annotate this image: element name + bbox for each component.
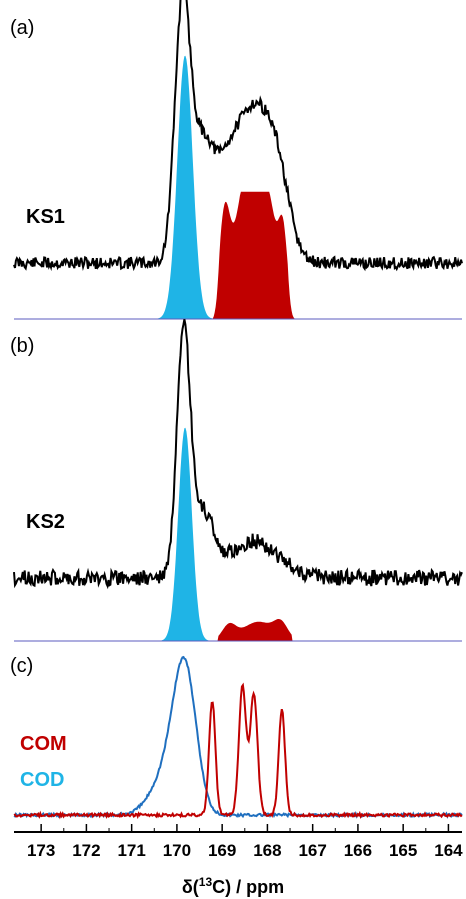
x-tick-label: 171 <box>117 841 145 860</box>
legend-cod-label: COD <box>20 769 64 791</box>
panel-a-label: (a) <box>10 17 34 39</box>
x-tick-label: 168 <box>253 841 281 860</box>
panel-a: (a) KS1 <box>10 0 463 320</box>
x-tick-label: 173 <box>27 841 55 860</box>
x-tick-label: 172 <box>72 841 100 860</box>
panel-b: (b) KS2 <box>10 319 463 642</box>
panel-a-com-fill <box>14 191 462 319</box>
panel-c: (c) COM COD <box>10 655 463 820</box>
panel-a-experimental-spectrum <box>13 0 463 272</box>
panel-b-experimental-spectrum <box>13 319 463 590</box>
x-axis-title: δ(13C) / ppm <box>182 875 284 897</box>
panel-c-label: (c) <box>10 655 33 677</box>
x-tick-label: 164 <box>434 841 463 860</box>
panel-b-cod-fill <box>14 427 462 641</box>
x-tick-label: 170 <box>163 841 191 860</box>
x-tick-label: 169 <box>208 841 236 860</box>
x-tick-label: 166 <box>344 841 372 860</box>
x-tick-label: 165 <box>389 841 417 860</box>
panel-b-com-fill <box>14 619 462 641</box>
legend-com-label: COM <box>20 733 67 755</box>
panel-b-sample-label: KS2 <box>26 511 65 533</box>
x-axis: 173 172 171 170 169 168 167 166 165 164 δ(13C) / … <box>14 824 463 897</box>
panel-a-sample-label: KS1 <box>26 206 65 228</box>
panel-b-label: (b) <box>10 335 34 357</box>
x-tick-label: 167 <box>298 841 326 860</box>
panel-c-com-spectrum <box>13 682 463 820</box>
